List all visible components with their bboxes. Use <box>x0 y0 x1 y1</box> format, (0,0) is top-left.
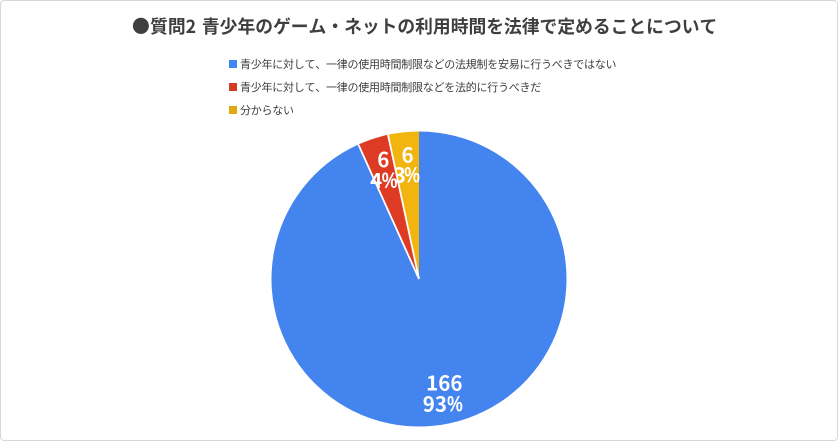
svg-text:%: % <box>382 169 398 193</box>
svg-text:%: % <box>447 393 463 417</box>
svg-text:166: 166 <box>426 367 462 397</box>
svg-text:%: % <box>404 164 420 188</box>
svg-text:6: 6 <box>377 143 389 173</box>
svg-text:3: 3 <box>394 159 406 189</box>
svg-text:4: 4 <box>370 164 382 194</box>
svg-text:93: 93 <box>423 388 447 418</box>
svg-text:6: 6 <box>401 138 413 168</box>
